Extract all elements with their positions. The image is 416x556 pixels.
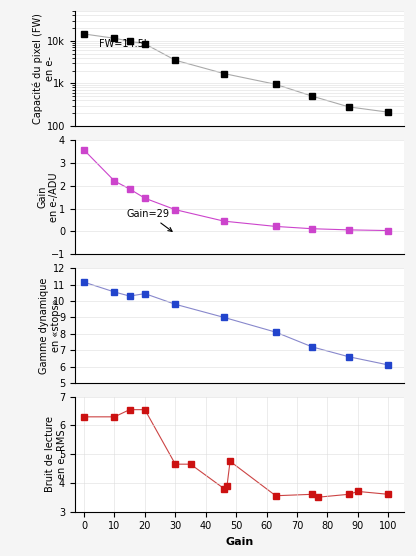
Y-axis label: Gain
en e-/ADU: Gain en e-/ADU [37,172,59,222]
Text: Gain=29: Gain=29 [126,208,172,231]
Y-axis label: Gamme dynamique
en «stops»: Gamme dynamique en «stops» [39,277,61,374]
Y-axis label: Bruit de lecture
en e- RMS: Bruit de lecture en e- RMS [45,416,67,492]
Y-axis label: Capacité du pixel (FW)
en e-: Capacité du pixel (FW) en e- [33,13,55,124]
Text: FW=14.5k: FW=14.5k [99,39,150,49]
X-axis label: Gain: Gain [225,537,253,547]
